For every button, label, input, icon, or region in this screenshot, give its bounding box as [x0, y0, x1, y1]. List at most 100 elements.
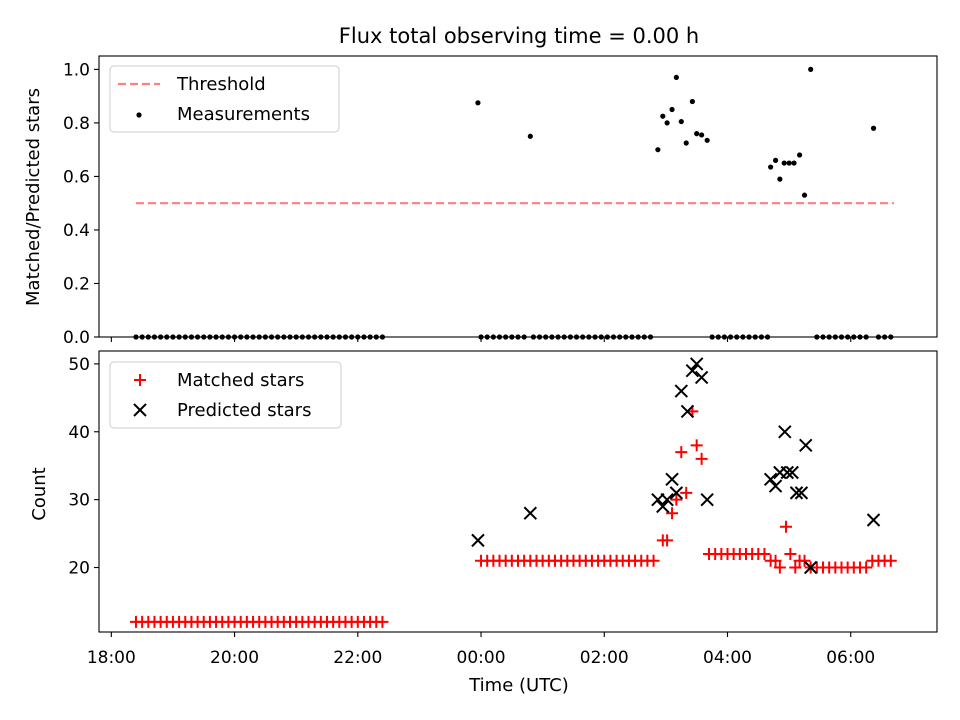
measurements-point	[655, 147, 661, 153]
measurements-point	[704, 137, 710, 143]
x-tick-label: 00:00	[457, 648, 506, 668]
predicted-stars-point	[689, 357, 704, 371]
matched-stars-point	[780, 520, 793, 533]
ratio-plot-area	[133, 66, 894, 340]
measurements-point	[689, 98, 695, 105]
predicted-stars-point	[523, 506, 538, 520]
count-y-axis-label: Count	[29, 467, 50, 520]
matched-stars-point	[666, 507, 679, 520]
legend-predicted-swatch	[133, 403, 147, 417]
count-y-tick-label: 20	[68, 559, 90, 579]
legend-predicted-label: Predicted stars	[177, 400, 311, 421]
predicted-stars-point	[700, 492, 714, 507]
matched-stars-point	[647, 554, 660, 567]
ratio-y-tick-label: 0.4	[63, 221, 90, 241]
measurements-point	[678, 118, 684, 125]
legend-measurements-swatch	[136, 112, 142, 118]
count-plot-area	[129, 357, 897, 628]
predicted-stars-point	[669, 486, 684, 500]
matched-stars-point	[675, 446, 688, 459]
matched-stars-point	[789, 561, 802, 574]
predicted-stars-point	[685, 363, 700, 378]
x-tick-label: 20:00	[210, 648, 259, 668]
chart-title: Flux total observing time = 0.00 h	[339, 24, 699, 48]
x-axis-tick-labels: 18:00 20:00 22:00 00:00 02:00 04:00 06:00	[87, 648, 875, 668]
predicted-stars-point	[665, 472, 679, 486]
measurements-point	[673, 74, 679, 81]
measurements-point	[781, 160, 787, 166]
measurements-point	[669, 106, 675, 113]
legend-measurements-label: Measurements	[177, 104, 310, 125]
count-y-tick-label: 50	[68, 355, 90, 375]
measurements-point	[772, 157, 779, 163]
count-legend: Matched stars Predicted stars	[109, 361, 342, 429]
x-tick-label: 02:00	[580, 648, 629, 668]
matched-stars-point	[884, 554, 897, 567]
ratio-y-tick-label: 0.6	[63, 167, 90, 187]
measurements-point	[801, 192, 808, 198]
measurements-point	[796, 152, 803, 158]
ratio-legend: Threshold Measurements	[109, 65, 340, 133]
measurements-point	[699, 132, 705, 138]
x-tick-label: 18:00	[87, 648, 136, 668]
ratio-panel: 0.0 0.2 0.4 0.6 0.8 1.0 Matched/Predicted sta…	[23, 55, 938, 348]
x-axis-label: Time (UTC)	[468, 675, 569, 696]
matched-stars-point	[769, 554, 782, 567]
count-legend-box	[109, 361, 342, 429]
predicted-stars-point	[694, 370, 709, 385]
predicted-stars-point	[794, 486, 809, 500]
measurements-point	[527, 133, 533, 139]
x-tick-label: 04:00	[703, 648, 752, 668]
matched-stars-point	[798, 554, 811, 567]
predicted-stars-point	[674, 384, 688, 398]
ratio-y-tick-label: 0.2	[63, 274, 90, 294]
measurements-point	[683, 140, 689, 146]
count-panel-x-ticks	[110, 632, 852, 637]
legend-matched-label: Matched stars	[177, 370, 304, 391]
predicted-stars-point	[789, 486, 804, 500]
ratio-y-axis-label: Matched/Predicted stars	[23, 88, 44, 306]
matched-stars-point	[784, 547, 797, 560]
predicted-stars-point	[680, 404, 695, 419]
matched-stars-point	[690, 439, 703, 452]
measurements-point	[777, 176, 783, 182]
matched-stars-point	[860, 561, 873, 574]
legend-matched-swatch	[134, 374, 146, 386]
predicted-stars-point	[471, 533, 485, 548]
matched-stars-point	[680, 486, 693, 499]
predicted-stars-point	[656, 499, 670, 514]
predicted-stars-point	[660, 492, 674, 507]
count-panel: 20 30 40 50 Count Matched stars Predicted s…	[29, 350, 938, 637]
count-y-axis: 20 30 40 50	[68, 355, 99, 579]
ratio-y-axis: 0.0 0.2 0.4 0.6 0.8 1.0	[63, 60, 99, 348]
ratio-y-tick-label: 0.8	[63, 114, 90, 134]
predicted-stars-point	[768, 479, 783, 493]
ratio-y-tick-label: 1.0	[63, 60, 90, 80]
measurements-point	[786, 160, 792, 166]
matched-stars-point	[376, 615, 389, 628]
count-panel-frame	[98, 350, 938, 633]
ratio-y-tick-label: 0.0	[63, 328, 90, 348]
measurements-point	[694, 131, 700, 137]
matched-stars-point	[773, 561, 786, 574]
x-tick-label: 22:00	[333, 648, 382, 668]
measurements-point	[808, 66, 814, 72]
measurements-point	[870, 125, 877, 131]
predicted-stars-point	[866, 513, 881, 527]
measurements-point	[791, 160, 797, 166]
matched-stars-point	[695, 452, 708, 465]
matched-stars-point	[670, 493, 683, 506]
predicted-stars-point	[778, 425, 792, 439]
predicted-stars-point	[803, 560, 818, 575]
count-y-tick-label: 40	[68, 423, 90, 443]
count-y-tick-label: 30	[68, 491, 90, 511]
measurements-point	[475, 100, 481, 106]
predicted-stars-point	[763, 472, 778, 486]
x-tick-label: 06:00	[826, 648, 875, 668]
ratio-legend-box	[109, 65, 340, 133]
ratio-panel-frame	[98, 55, 938, 338]
predicted-stars-point	[785, 465, 799, 480]
measurements-point	[664, 120, 670, 126]
measurements-point	[768, 164, 774, 170]
matched-stars-point	[661, 534, 674, 547]
